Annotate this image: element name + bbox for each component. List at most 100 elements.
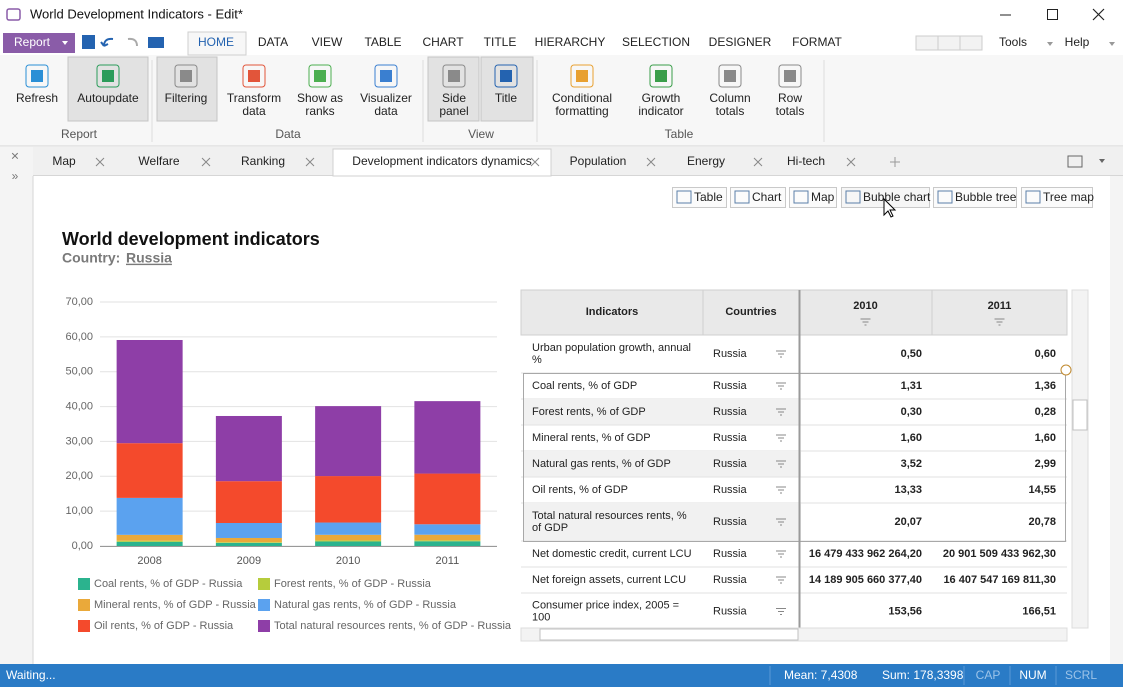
ribbon-icon[interactable] — [242, 64, 266, 88]
view-button-label[interactable]: Chart — [752, 190, 782, 204]
doc-tab[interactable]: Hi-tech — [787, 154, 825, 168]
ribbon-tab[interactable]: TITLE — [484, 35, 517, 49]
ribbon-icon[interactable] — [778, 64, 802, 88]
ribbon-button-label[interactable]: Show as — [297, 91, 343, 105]
report-button[interactable] — [3, 33, 75, 53]
doc-tab-close[interactable] — [305, 157, 315, 167]
ribbon-icon[interactable] — [374, 64, 398, 88]
filter-icon[interactable] — [776, 350, 786, 358]
filter-icon[interactable] — [776, 576, 786, 584]
indicator-cell: % — [532, 354, 542, 366]
column-header[interactable]: Indicators — [586, 306, 639, 318]
tools-menu[interactable]: Tools — [999, 35, 1027, 49]
view-button-label[interactable]: Map — [811, 190, 835, 204]
doc-tab-close[interactable] — [201, 157, 211, 167]
ribbon-button-label[interactable]: Row — [778, 91, 802, 105]
save-icon[interactable] — [82, 35, 95, 49]
ribbon-button-label[interactable]: Growth — [642, 91, 681, 105]
view-button-label[interactable]: Table — [694, 190, 723, 204]
view-button-label[interactable]: Bubble tree — [955, 190, 1017, 204]
ribbon-tab[interactable]: FORMAT — [792, 35, 842, 49]
ribbon-tab[interactable]: HOME — [198, 35, 234, 49]
ribbon-tab[interactable]: DESIGNER — [709, 35, 772, 49]
ribbon-button-label[interactable]: panel — [439, 104, 468, 118]
nav-button[interactable] — [915, 35, 939, 51]
status-mean: Mean: 7,4308 — [784, 668, 858, 682]
close-button[interactable] — [1092, 8, 1105, 21]
doc-tab[interactable]: Welfare — [138, 154, 179, 168]
ribbon-button-label[interactable]: Filtering — [165, 91, 208, 105]
v-scroll-thumb[interactable] — [1072, 399, 1088, 431]
ribbon-button-label[interactable]: Column — [709, 91, 750, 105]
doc-tab-close[interactable] — [530, 157, 540, 167]
ribbon-icon[interactable] — [649, 64, 673, 88]
ribbon-button-label[interactable]: data — [374, 104, 398, 118]
ribbon-tab[interactable]: DATA — [258, 35, 288, 49]
ribbon-icon[interactable] — [442, 64, 466, 88]
ribbon-button-label[interactable]: data — [242, 104, 266, 118]
ribbon-icon[interactable] — [570, 64, 594, 88]
column-header[interactable]: Countries — [725, 306, 776, 318]
doc-tab-close[interactable] — [95, 157, 105, 167]
ribbon-icon[interactable] — [308, 64, 332, 88]
filter-icon[interactable] — [776, 518, 786, 526]
redo-icon[interactable] — [127, 37, 138, 47]
expand-panel[interactable]: » — [12, 169, 19, 183]
ribbon-tab[interactable]: TABLE — [364, 35, 401, 49]
ribbon-tab[interactable]: SELECTION — [622, 35, 690, 49]
nav-button[interactable] — [937, 35, 961, 51]
view-button-label[interactable]: Tree map — [1043, 190, 1094, 204]
filter-icon[interactable] — [776, 408, 786, 416]
ribbon-tab[interactable]: HIERARCHY — [535, 35, 606, 49]
ribbon-button-label[interactable]: Refresh — [16, 91, 58, 105]
column-header[interactable]: 2011 — [988, 300, 1012, 312]
v-scrollbar[interactable] — [1071, 289, 1089, 629]
ribbon-icon[interactable] — [718, 64, 742, 88]
ribbon-button-label[interactable]: formatting — [555, 104, 608, 118]
ribbon-button-label[interactable]: ranks — [305, 104, 334, 118]
ribbon-button-label[interactable]: Transform — [227, 91, 281, 105]
ribbon-button-label[interactable]: totals — [716, 104, 745, 118]
filter-icon[interactable] — [776, 550, 786, 558]
filter-icon[interactable] — [776, 382, 786, 390]
undo-icon[interactable] — [100, 37, 114, 47]
ribbon-icon[interactable] — [174, 64, 198, 88]
doc-tab[interactable]: Ranking — [241, 154, 285, 168]
help-menu[interactable]: Help — [1065, 35, 1090, 49]
ribbon-tab[interactable]: CHART — [422, 35, 464, 49]
doc-tab[interactable]: Energy — [687, 154, 725, 168]
nav-button[interactable] — [959, 35, 983, 51]
ribbon-button-label[interactable]: Title — [495, 91, 518, 105]
ribbon-button-label[interactable]: Conditional — [552, 91, 612, 105]
doc-tab[interactable]: Map — [52, 154, 76, 168]
doc-tab-close[interactable] — [846, 157, 856, 167]
view-button-label[interactable]: Bubble chart — [863, 190, 931, 204]
doc-tab-close[interactable] — [753, 157, 763, 167]
country-link[interactable]: Russia — [126, 250, 172, 266]
view-button[interactable] — [933, 187, 1017, 208]
ribbon-icon[interactable] — [494, 64, 518, 88]
print-icon[interactable] — [148, 37, 164, 48]
ribbon-button-label[interactable]: Visualizer — [360, 91, 412, 105]
filter-icon[interactable] — [776, 486, 786, 494]
add-tab[interactable] — [890, 157, 900, 167]
ribbon-button-label[interactable]: Autoupdate — [77, 91, 139, 105]
column-header[interactable]: 2010 — [853, 300, 877, 312]
doc-tab[interactable]: Development indicators dynamics — [352, 154, 531, 168]
layout-toggle[interactable] — [1067, 155, 1083, 168]
ribbon-tab[interactable]: VIEW — [312, 35, 343, 49]
ribbon-button-label[interactable]: Side — [442, 91, 466, 105]
filter-icon[interactable] — [776, 434, 786, 442]
ribbon-button-label[interactable]: indicator — [638, 104, 683, 118]
maximize-button[interactable] — [1047, 9, 1058, 20]
doc-tab[interactable]: Population — [570, 154, 627, 168]
ribbon-icon[interactable] — [25, 64, 49, 88]
ribbon-icon[interactable] — [96, 64, 120, 88]
ribbon-button-label[interactable]: totals — [776, 104, 805, 118]
doc-tab-close[interactable] — [646, 157, 656, 167]
close-panel[interactable]: × — [11, 148, 19, 164]
filter-icon[interactable] — [776, 460, 786, 468]
report-button-label[interactable]: Report — [14, 35, 51, 49]
filter-icon[interactable] — [776, 608, 786, 615]
h-scroll-thumb[interactable] — [539, 628, 799, 641]
